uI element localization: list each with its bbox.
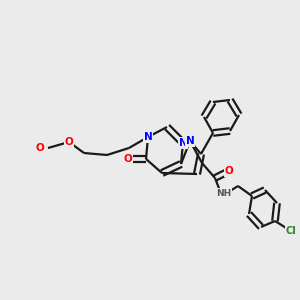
Text: O: O bbox=[225, 166, 233, 176]
Text: O: O bbox=[36, 143, 44, 153]
Text: O: O bbox=[124, 154, 132, 164]
Text: N: N bbox=[178, 138, 188, 148]
Text: Cl: Cl bbox=[286, 226, 296, 236]
Text: N: N bbox=[144, 132, 152, 142]
Text: NH: NH bbox=[216, 188, 232, 197]
Text: O: O bbox=[64, 137, 74, 147]
Text: N: N bbox=[186, 136, 194, 146]
